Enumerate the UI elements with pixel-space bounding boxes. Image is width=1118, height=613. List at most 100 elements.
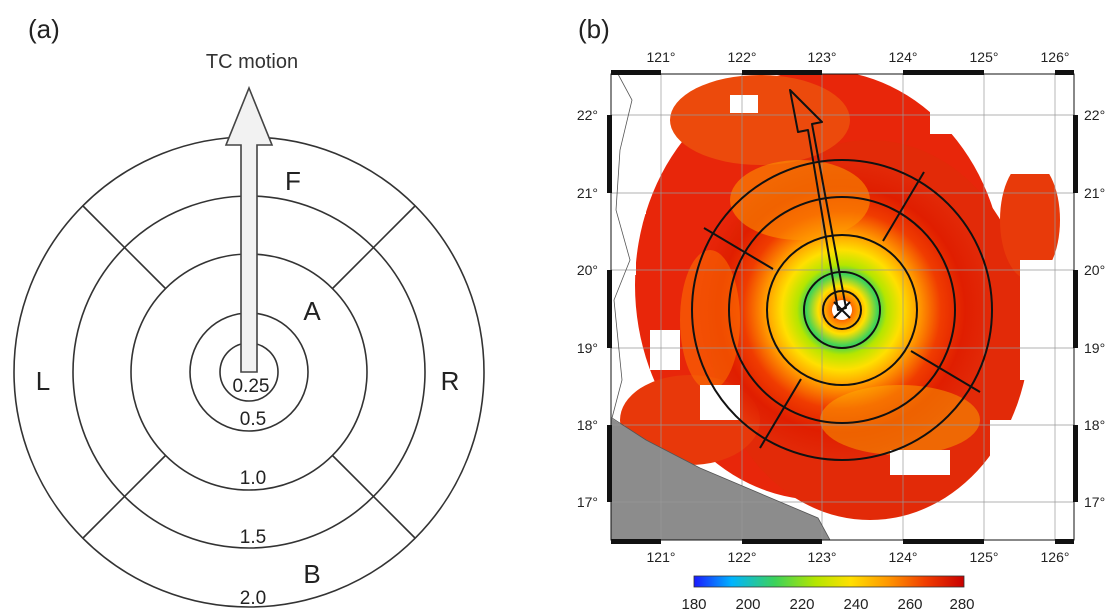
clear-gap: [611, 215, 636, 275]
lat-label: 17°: [577, 494, 598, 510]
radius-labels: 0.25 0.5 1.0 1.5 2.0: [233, 376, 270, 609]
clear-gap: [990, 420, 1074, 540]
map-frame: [607, 70, 1078, 544]
quadrant-label-back: B: [303, 559, 320, 589]
frame-bar: [611, 70, 661, 75]
frame-bar: [742, 70, 822, 75]
lon-label: 124°: [889, 549, 918, 565]
frame-bar: [903, 70, 984, 75]
colorbar: 180 200 220 240 260 280: [681, 575, 975, 613]
frame-bar: [1055, 70, 1074, 75]
frame-bar: [1073, 270, 1078, 348]
lat-label: 20°: [1084, 262, 1105, 278]
lon-label: 125°: [970, 549, 999, 565]
panel-a-label: (a): [28, 14, 60, 44]
lat-label: 19°: [1084, 340, 1105, 356]
north-cloud-band: [670, 75, 850, 165]
clear-sky-gaps: [611, 74, 1074, 540]
clear-gap: [930, 74, 1074, 134]
map-ring-2-0: [691, 159, 993, 461]
quadrant-label-front: F: [285, 166, 301, 196]
lat-labels-right: 22° 21° 20° 19° 18° 17°: [1084, 107, 1105, 510]
satellite-map: [611, 74, 1074, 540]
lon-label: 123°: [808, 49, 837, 65]
lat-label: 18°: [1084, 417, 1105, 433]
panel-a: (a) TC motion F A L R B 0.25 0.5 1.0 1.5…: [13, 14, 485, 609]
frame-bar: [607, 115, 612, 193]
lat-label: 21°: [577, 185, 598, 201]
map-divider-back-left: [759, 378, 802, 449]
map-divider-front-left: [703, 227, 774, 270]
clear-gap: [650, 330, 680, 370]
lon-label: 121°: [647, 49, 676, 65]
lon-labels-bottom: 121° 122° 123° 124° 125° 126°: [647, 549, 1070, 565]
lat-label: 18°: [577, 417, 598, 433]
frame-bar: [1055, 539, 1074, 544]
frame-bar: [1073, 425, 1078, 502]
lon-label: 122°: [728, 549, 757, 565]
lon-label: 126°: [1041, 49, 1070, 65]
map-ring-0-5: [803, 271, 881, 349]
clear-gap: [611, 74, 646, 214]
landmass: [611, 418, 830, 540]
divider-front-right: [331, 205, 416, 290]
colorbar-tick: 220: [789, 596, 814, 613]
lat-label: 19°: [577, 340, 598, 356]
spiral-band-north: [730, 160, 870, 240]
radius-label-1-0: 1.0: [240, 468, 266, 489]
map-ring-1-5: [728, 196, 956, 424]
radius-label-0-5: 0.5: [240, 409, 266, 430]
frame-bar: [611, 539, 661, 544]
lon-label: 126°: [1041, 549, 1070, 565]
radius-label-1-5: 1.5: [240, 527, 266, 548]
lat-label: 21°: [1084, 185, 1105, 201]
clear-gap: [1020, 260, 1074, 380]
lat-label: 20°: [577, 262, 598, 278]
clear-gap: [890, 450, 950, 475]
tc-motion-arrow-icon: [224, 85, 274, 373]
northeast-cloud-band: [1000, 160, 1060, 280]
divider-back-right: [331, 454, 416, 539]
map-annulus-rings: [691, 159, 993, 461]
lon-label: 122°: [728, 49, 757, 65]
frame-bar: [607, 270, 612, 348]
colorbar-tick: 200: [735, 596, 760, 613]
map-quadrant-dividers: [703, 171, 981, 449]
lon-labels-top: 121° 122° 123° 124° 125° 126°: [647, 49, 1070, 65]
lon-label: 124°: [889, 49, 918, 65]
lat-label: 22°: [577, 107, 598, 123]
map-motion-arrow-icon: [789, 89, 847, 311]
clear-gap: [730, 95, 758, 113]
panel-b-label: (b): [578, 14, 610, 44]
lat-label: 22°: [1084, 107, 1105, 123]
colorbar-ticks: 180 200 220 240 260 280: [681, 596, 974, 613]
frame-bar: [903, 539, 984, 544]
quadrant-label-right: R: [441, 366, 460, 396]
colorbar-tick: 180: [681, 596, 706, 613]
annulus-label: A: [303, 296, 321, 326]
divider-front-left: [82, 205, 167, 290]
clear-gap: [646, 74, 664, 114]
lon-label: 121°: [647, 549, 676, 565]
coastline: [611, 74, 831, 540]
center-cross: [833, 301, 851, 319]
lat-labels-left: 22° 21° 20° 19° 18° 17°: [577, 107, 598, 510]
colorbar-tick: 280: [949, 596, 974, 613]
panel-b: (b): [577, 14, 1105, 613]
map-divider-front-right: [882, 171, 925, 242]
quadrant-label-left: L: [36, 366, 50, 396]
frame-bar: [742, 539, 822, 544]
quadrant-dividers: [82, 205, 416, 539]
colorbar-tick: 260: [897, 596, 922, 613]
map-divider-back-right: [910, 350, 981, 393]
lon-label: 123°: [808, 549, 837, 565]
divider-back-left: [82, 454, 167, 539]
frame-bar: [1073, 115, 1078, 193]
radius-label-2-0: 2.0: [240, 588, 266, 609]
lat-label: 17°: [1084, 494, 1105, 510]
lon-label: 125°: [970, 49, 999, 65]
map-ring-1-0: [766, 234, 918, 386]
radius-label-0-25: 0.25: [233, 376, 270, 397]
frame-bar: [607, 425, 612, 502]
